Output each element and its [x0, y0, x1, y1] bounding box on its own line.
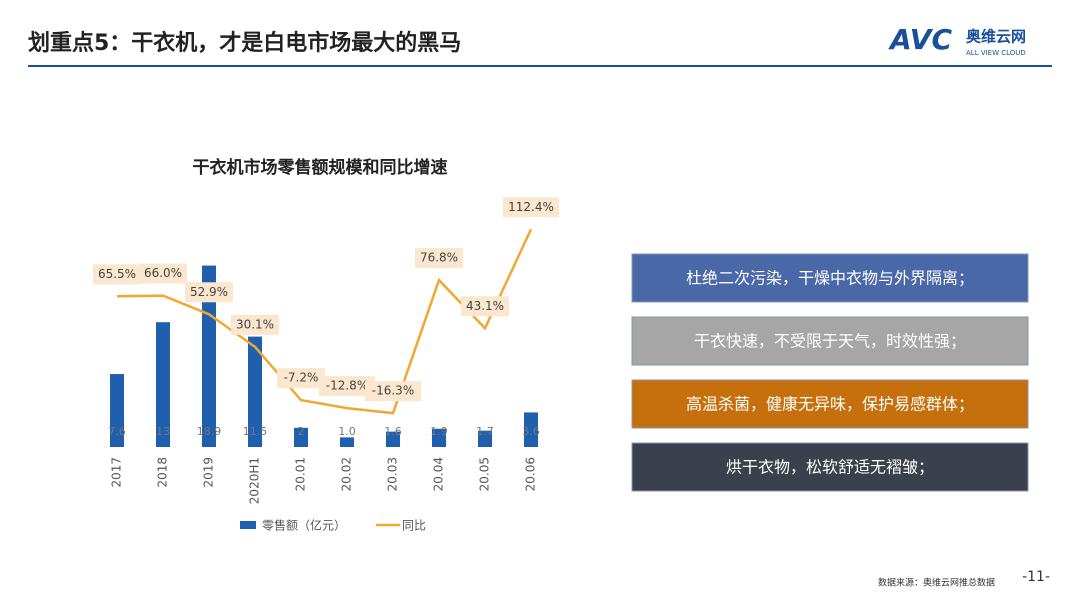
label-box: [93, 264, 141, 285]
bar-label: 1.0: [338, 425, 356, 438]
line-label: 43.1%: [466, 299, 504, 313]
label-box: [365, 381, 421, 402]
logo-name: 奥维云网: [966, 28, 1026, 46]
line-label: -7.2%: [284, 371, 319, 385]
x-tick-label: 20.03: [386, 457, 400, 491]
line-label: 30.1%: [236, 317, 274, 331]
bar: [478, 430, 492, 447]
line-label: 65.5%: [98, 267, 136, 281]
label-box: [185, 282, 233, 303]
bar: [386, 431, 400, 447]
slide-title: 划重点5：干衣机，才是白电市场最大的黑马: [28, 30, 461, 56]
line-label: 66.0%: [144, 266, 182, 280]
note-box: [631, 253, 1029, 303]
line-label: -16.3%: [372, 384, 414, 398]
note-text: 杜绝二次污染，干燥中衣物与外界隔离；: [686, 269, 974, 288]
bar: [110, 374, 124, 447]
legend-label: 零售额（亿元）: [262, 518, 346, 533]
bar-label: 3.6: [522, 425, 540, 438]
label-box: [415, 248, 463, 269]
notes: 杜绝二次污染，干燥中衣物与外界隔离； 干衣快速，不受限于天气，时效性强； 高温杀菌，…: [631, 253, 1029, 492]
legend-swatch: [240, 521, 256, 529]
label-box: [319, 376, 375, 397]
bar-label: 1.7: [476, 425, 494, 438]
label-box: [503, 197, 559, 218]
bar-label: 11.5: [243, 425, 268, 438]
x-tick-label: 20.04: [432, 457, 446, 491]
line-label: 76.8%: [420, 251, 458, 265]
logo-tagline: ALL VIEW CLOUD: [966, 49, 1026, 57]
note-box: [631, 442, 1029, 492]
bar-label: 1.9: [430, 425, 448, 438]
x-tick-label: 2019: [202, 457, 216, 488]
x-tick-label: 2020H1: [248, 457, 262, 504]
line-label: 52.9%: [190, 285, 228, 299]
note-box: [631, 379, 1029, 429]
note-text: 干衣快速，不受限于天气，时效性强；: [694, 332, 966, 351]
label-box: [231, 314, 279, 335]
x-tick-label: 2017: [110, 457, 124, 488]
label-box: [277, 368, 325, 389]
bar: [294, 427, 308, 447]
bar-label: 7.6: [108, 425, 126, 438]
x-tick-label: 20.01: [294, 457, 308, 491]
bar: [202, 265, 216, 447]
bar: [248, 336, 262, 447]
bar: [432, 428, 446, 447]
note-box: [631, 316, 1029, 366]
bar: [156, 322, 170, 447]
x-tick-label: 2018: [156, 457, 170, 488]
line-label: 112.4%: [508, 200, 554, 214]
header-rule: [28, 65, 1052, 67]
page-number: -11-: [1022, 569, 1050, 585]
bar: [340, 437, 354, 447]
x-tick-label: 20.05: [478, 457, 492, 491]
legend-label: 同比: [402, 519, 426, 533]
note-text: 烘干衣物，松软舒适无褶皱；: [726, 458, 934, 477]
bar-label: 13: [156, 425, 170, 438]
line-label: -12.8%: [326, 379, 368, 393]
bar-label: 2: [298, 425, 305, 438]
bar: [524, 412, 538, 447]
x-tick-label: 20.02: [340, 457, 354, 491]
label-box: [139, 263, 187, 284]
bar-label: 1.6: [384, 425, 402, 438]
bar-label: 18.9: [197, 425, 222, 438]
label-box: [461, 296, 509, 317]
source: 数据来源：奥维云网推总数据: [878, 577, 995, 589]
chart-title: 干衣机市场零售额规模和同比增速: [193, 157, 448, 178]
logo-brand: AVC: [888, 23, 952, 56]
x-tick-label: 20.06: [524, 457, 538, 491]
note-text: 高温杀菌，健康无异味，保护易感群体；: [686, 395, 974, 414]
